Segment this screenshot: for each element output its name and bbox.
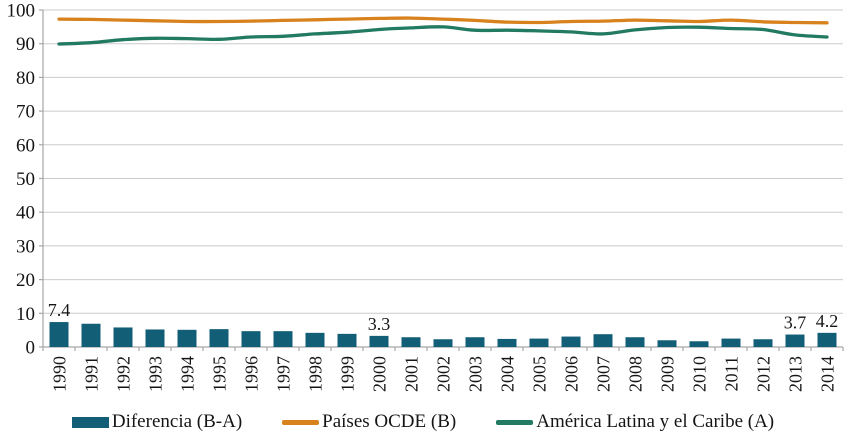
gridlines xyxy=(43,9,843,314)
svg-text:60: 60 xyxy=(16,135,35,156)
x-label-1997: 1997 xyxy=(274,356,294,392)
legend-bar-swatch-icon xyxy=(71,416,109,428)
bar-1992 xyxy=(113,327,133,347)
bar-1990 xyxy=(49,322,69,347)
legend-line-swatch-icon xyxy=(282,419,320,425)
y-axis-labels: 0 10 20 30 40 50 60 70 80 90 100 xyxy=(7,1,36,359)
line-series-america-latina xyxy=(57,25,829,46)
bar-2005 xyxy=(529,338,549,347)
svg-text:10: 10 xyxy=(16,304,35,325)
bar-1997 xyxy=(273,331,293,347)
legend-item-diferencia: Diferencia (B-A) xyxy=(71,411,243,433)
x-label-2014: 2014 xyxy=(818,356,838,392)
bar-1996 xyxy=(241,331,261,347)
bar-1994 xyxy=(177,329,197,347)
legend-label-diferencia: Diferencia (B-A) xyxy=(111,411,243,432)
svg-text:20: 20 xyxy=(16,270,35,291)
x-label-1990: 1990 xyxy=(50,356,70,392)
svg-text:70: 70 xyxy=(16,102,35,123)
svg-text:50: 50 xyxy=(16,169,35,190)
x-label-2012: 2012 xyxy=(754,356,774,392)
bar-2014 xyxy=(817,332,837,347)
bar-2006 xyxy=(561,336,581,347)
x-label-1998: 1998 xyxy=(306,356,326,392)
data-labels: 7.4 3.3 3.7 4.2 xyxy=(48,300,839,334)
bar-2010 xyxy=(689,341,709,347)
bar-1999 xyxy=(337,333,357,347)
x-label-2008: 2008 xyxy=(626,356,646,392)
x-label-2010: 2010 xyxy=(690,356,710,392)
x-label-1992: 1992 xyxy=(114,356,134,392)
x-label-1999: 1999 xyxy=(338,356,358,392)
svg-text:100: 100 xyxy=(7,1,36,22)
x-label-2005: 2005 xyxy=(530,356,550,392)
line-series-ocde xyxy=(57,16,829,25)
x-axis-labels: 1990 1991 1992 1993 1994 1995 1996 1997 1998 1999… xyxy=(50,356,838,392)
axes xyxy=(39,9,844,351)
bar-2001 xyxy=(401,337,421,347)
bar-1991 xyxy=(81,323,101,347)
x-label-1993: 1993 xyxy=(146,356,166,392)
x-label-1995: 1995 xyxy=(210,356,230,392)
bar-2000 xyxy=(369,335,389,347)
data-label-2014: 4.2 xyxy=(816,311,839,331)
x-label-2000: 2000 xyxy=(370,356,390,392)
bar-1995 xyxy=(209,329,229,347)
x-label-2001: 2001 xyxy=(402,356,422,392)
data-label-1990: 7.4 xyxy=(48,300,71,320)
bar-2002 xyxy=(433,339,453,347)
legend-label-america-latina: América Latina y el Caribe (A) xyxy=(536,411,775,432)
x-label-2013: 2013 xyxy=(786,356,806,392)
bar-2007 xyxy=(593,334,613,347)
legend-item-ocde: Países OCDE (B) xyxy=(282,411,456,433)
x-label-2006: 2006 xyxy=(562,356,582,392)
bar-2008 xyxy=(625,337,645,347)
svg-text:80: 80 xyxy=(16,68,35,89)
x-label-1996: 1996 xyxy=(242,356,262,392)
x-label-2004: 2004 xyxy=(498,356,518,392)
bar-2009 xyxy=(657,340,677,347)
x-label-2009: 2009 xyxy=(658,356,678,392)
bar-2004 xyxy=(497,338,517,347)
bar-1993 xyxy=(145,329,165,347)
bar-2012 xyxy=(753,339,773,347)
bar-2013 xyxy=(785,334,805,347)
x-label-1994: 1994 xyxy=(178,356,198,392)
x-label-2011: 2011 xyxy=(722,356,742,391)
legend-line-swatch-icon xyxy=(496,419,534,425)
bar-1998 xyxy=(305,332,325,347)
svg-text:90: 90 xyxy=(16,34,35,55)
svg-text:30: 30 xyxy=(16,236,35,257)
x-label-2007: 2007 xyxy=(594,356,614,392)
bar-2003 xyxy=(465,337,485,347)
legend-label-ocde: Países OCDE (B) xyxy=(322,411,457,432)
bars-diferencia xyxy=(49,322,837,347)
x-label-2002: 2002 xyxy=(434,356,454,392)
bar-2011 xyxy=(721,338,741,347)
x-label-2003: 2003 xyxy=(466,356,486,392)
svg-text:0: 0 xyxy=(26,338,36,359)
data-label-2000: 3.3 xyxy=(368,314,391,334)
legend-item-america-latina: América Latina y el Caribe (A) xyxy=(496,411,774,433)
data-label-2013: 3.7 xyxy=(784,313,807,333)
chart-legend: Diferencia (B-A) Países OCDE (B) América… xyxy=(0,405,846,435)
svg-text:40: 40 xyxy=(16,203,35,224)
x-label-1991: 1991 xyxy=(82,356,102,392)
